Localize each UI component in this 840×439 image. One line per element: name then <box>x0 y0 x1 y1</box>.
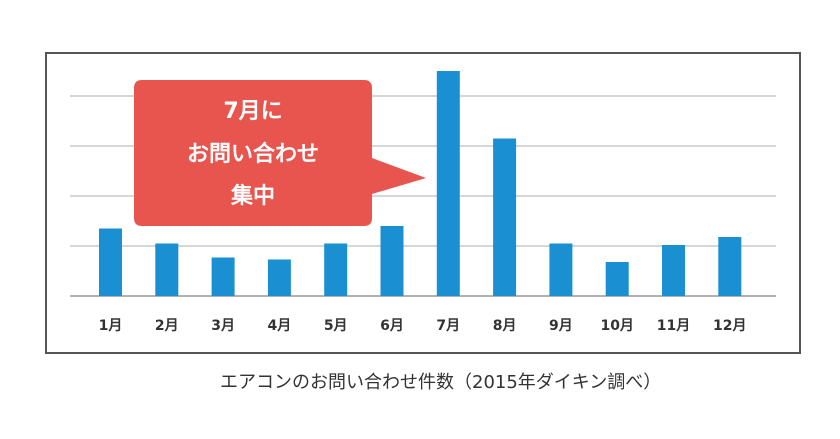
x-tick-label-12: 12月 <box>713 318 746 334</box>
callout: 7月に お問い合わせ 集中 <box>134 80 426 226</box>
bar-4 <box>267 259 291 296</box>
x-tick-label-2: 2月 <box>155 318 179 334</box>
bar-10 <box>605 262 629 296</box>
x-tick-label-4: 4月 <box>268 318 292 334</box>
bar-5 <box>324 243 348 296</box>
chart-caption: エアコンのお問い合わせ件数（2015年ダイキン調べ） <box>220 372 662 393</box>
callout-bubble <box>134 80 426 226</box>
callout-line-1: 7月に <box>223 99 282 124</box>
bar-6 <box>380 226 404 296</box>
bar-1 <box>99 228 122 296</box>
x-tick-label-11: 11月 <box>657 318 690 334</box>
x-tick-labels: 1月 2月 3月 4月 5月 6月 7月 8月 9月 10月 11月 12月 <box>99 318 747 334</box>
x-tick-label-8: 8月 <box>493 318 517 334</box>
callout-line-3: 集中 <box>230 183 275 209</box>
x-tick-label-7: 7月 <box>436 318 460 334</box>
x-tick-label-6: 6月 <box>380 318 404 334</box>
bar-8 <box>493 138 517 296</box>
bar-9 <box>549 243 573 296</box>
x-tick-label-3: 3月 <box>211 318 235 334</box>
bar-7 <box>436 71 460 296</box>
bar-12 <box>718 237 742 296</box>
callout-line-2: お問い合わせ <box>187 141 319 167</box>
x-tick-label-1: 1月 <box>99 318 123 334</box>
x-tick-label-9: 9月 <box>549 318 573 334</box>
bar-2 <box>155 243 179 296</box>
bar-3 <box>211 257 235 296</box>
bars <box>99 71 742 296</box>
x-tick-label-5: 5月 <box>324 318 348 334</box>
x-tick-label-10: 10月 <box>600 318 633 334</box>
bar-11 <box>662 245 685 296</box>
